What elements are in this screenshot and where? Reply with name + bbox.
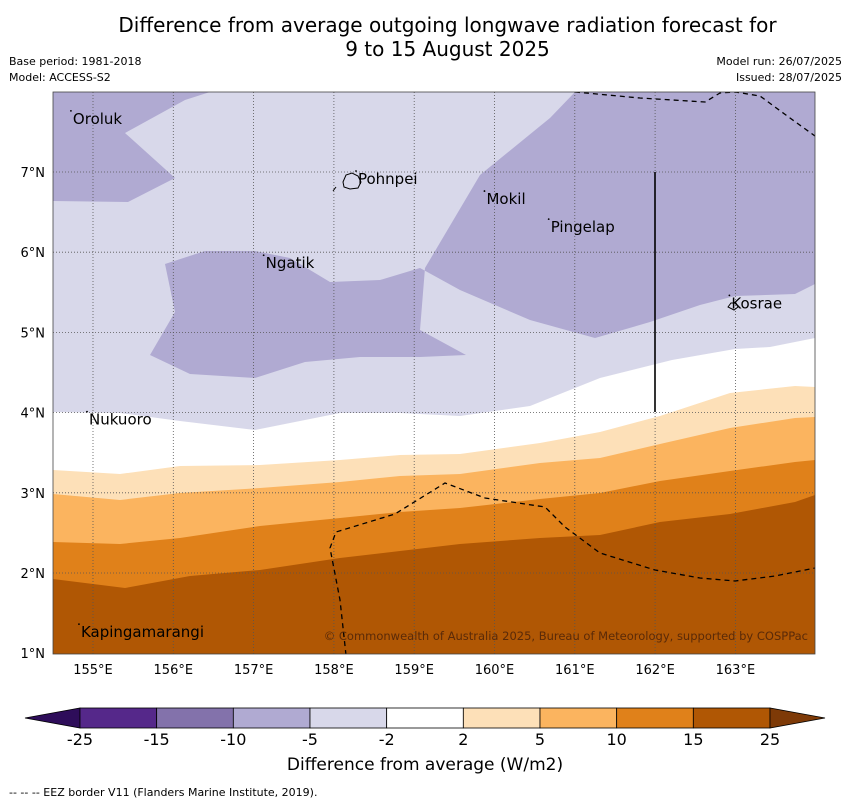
- latitude-tick-label: 6°N: [21, 246, 46, 261]
- place-marker: [70, 109, 72, 112]
- colorbar-swatch: [692, 707, 771, 729]
- place-marker: [262, 254, 265, 257]
- latitude-tick-label: 2°N: [21, 567, 46, 582]
- band-15-to-25: [53, 495, 815, 654]
- longitude-labels: 155°E 156°E 157°E 158°E 159°E 160°E 161°E 162°E…: [73, 663, 755, 678]
- colorbar: -25 -15 -10 -5 -2 2 5 10 15 25: [24, 707, 826, 749]
- colorbar-tick-label: -5: [302, 730, 318, 749]
- latitude-tick-label: 7°N: [21, 166, 46, 181]
- latitude-tick-label: 5°N: [21, 326, 46, 341]
- longitude-tick-label: 158°E: [314, 663, 354, 678]
- kosrae-island: [727, 302, 739, 311]
- map: Oroluk Pohnpei Mokil Pingelap Ngatik Kosrae Nu…: [21, 91, 816, 678]
- title-line-2: 9 to 15 August 2025: [345, 37, 550, 61]
- colorbar-tick-label: 5: [535, 730, 545, 749]
- place-label: Nukuoro: [89, 411, 152, 429]
- longitude-tick-label: 157°E: [234, 663, 274, 678]
- longitude-tick-label: 163°E: [716, 663, 756, 678]
- pohnpei-island: [342, 172, 362, 190]
- eez-borders: [329, 92, 815, 654]
- meta-right: Model run: 26/07/2025 Issued: 28/07/2025: [716, 54, 842, 86]
- latitude-tick-label: 3°N: [21, 487, 46, 502]
- colorbar-extend-low: [24, 707, 81, 729]
- place-label: Kosrae: [731, 294, 782, 312]
- latitude-tick-label: 4°N: [21, 407, 46, 422]
- longitude-tick-label: 162°E: [635, 663, 675, 678]
- colorbar-swatches: [24, 707, 826, 729]
- place-label: Oroluk: [73, 110, 122, 128]
- latitude-labels: 7°N 6°N 5°N 4°N 3°N 2°N 1°N: [21, 166, 46, 662]
- colorbar-swatch: [79, 707, 158, 729]
- colorbar-swatch: [232, 707, 311, 729]
- place-labels: Oroluk Pohnpei Mokil Pingelap Ngatik Kosrae Nu…: [70, 110, 782, 641]
- title-line-1: Difference from average outgoing longwav…: [118, 13, 777, 37]
- colorbar-tick-label: 10: [606, 730, 626, 749]
- colorbar-swatch: [616, 707, 694, 729]
- colorbar-swatch: [156, 707, 234, 729]
- colorbar-tick-label: -15: [144, 730, 170, 749]
- issued-date: Issued: 28/07/2025: [735, 71, 842, 84]
- place-label: Pingelap: [551, 218, 615, 236]
- chart-title: Difference from average outgoing longwav…: [0, 13, 850, 61]
- colorbar-tick-label: 15: [683, 730, 703, 749]
- islands: [332, 172, 739, 311]
- longitude-tick-label: 159°E: [394, 663, 434, 678]
- band-10-to-5: [53, 92, 815, 378]
- base-period: Base period: 1981-2018: [9, 55, 142, 68]
- meta-left: Base period: 1981-2018 Model: ACCESS-S2: [9, 54, 141, 86]
- map-fill: [53, 92, 815, 654]
- place-marker: [547, 218, 550, 221]
- longitude-tick-label: 155°E: [73, 663, 113, 678]
- graticule: [53, 92, 815, 654]
- longitude-tick-label: 161°E: [555, 663, 595, 678]
- copyright-text: © Commonwealth of Australia 2025, Bureau…: [324, 629, 808, 643]
- colorbar-extend-high: [769, 707, 826, 729]
- colorbar-tick-label: -2: [379, 730, 395, 749]
- model-name: Model: ACCESS-S2: [9, 71, 111, 84]
- place-marker: [483, 190, 486, 192]
- latitude-tick-label: 1°N: [21, 647, 46, 662]
- place-marker: [78, 623, 80, 626]
- place-label: Pohnpei: [358, 170, 418, 188]
- longitude-tick-label: 156°E: [154, 663, 194, 678]
- place-label: Ngatik: [266, 254, 315, 272]
- colorbar-tick-label: 2: [458, 730, 468, 749]
- longitude-tick-label: 160°E: [475, 663, 515, 678]
- colorbar-label: Difference from average (W/m2): [286, 755, 564, 775]
- colorbar-swatch: [386, 707, 464, 729]
- place-marker: [86, 410, 88, 413]
- place-marker: [355, 170, 357, 172]
- colorbar-swatch: [309, 707, 388, 729]
- colorbar-tick-label: 25: [760, 730, 780, 749]
- place-label: Kapingamarangi: [81, 623, 204, 641]
- model-run: Model run: 26/07/2025: [716, 55, 842, 68]
- colorbar-tick-label: -25: [67, 730, 93, 749]
- map-frame: [52, 91, 816, 655]
- islet-dot-a: [332, 186, 337, 192]
- colorbar-swatch: [539, 707, 618, 729]
- place-label: Mokil: [486, 190, 525, 208]
- place-marker: [728, 294, 731, 297]
- colorbar-swatch: [462, 707, 541, 729]
- eez-border-north: [574, 92, 815, 137]
- colorbar-tick-label: -10: [220, 730, 246, 749]
- eez-footnote: -- -- -- EEZ border V11 (Flanders Marine…: [9, 786, 318, 799]
- colorbar-ticks: -25 -15 -10 -5 -2 2 5 10 15 25: [67, 730, 780, 749]
